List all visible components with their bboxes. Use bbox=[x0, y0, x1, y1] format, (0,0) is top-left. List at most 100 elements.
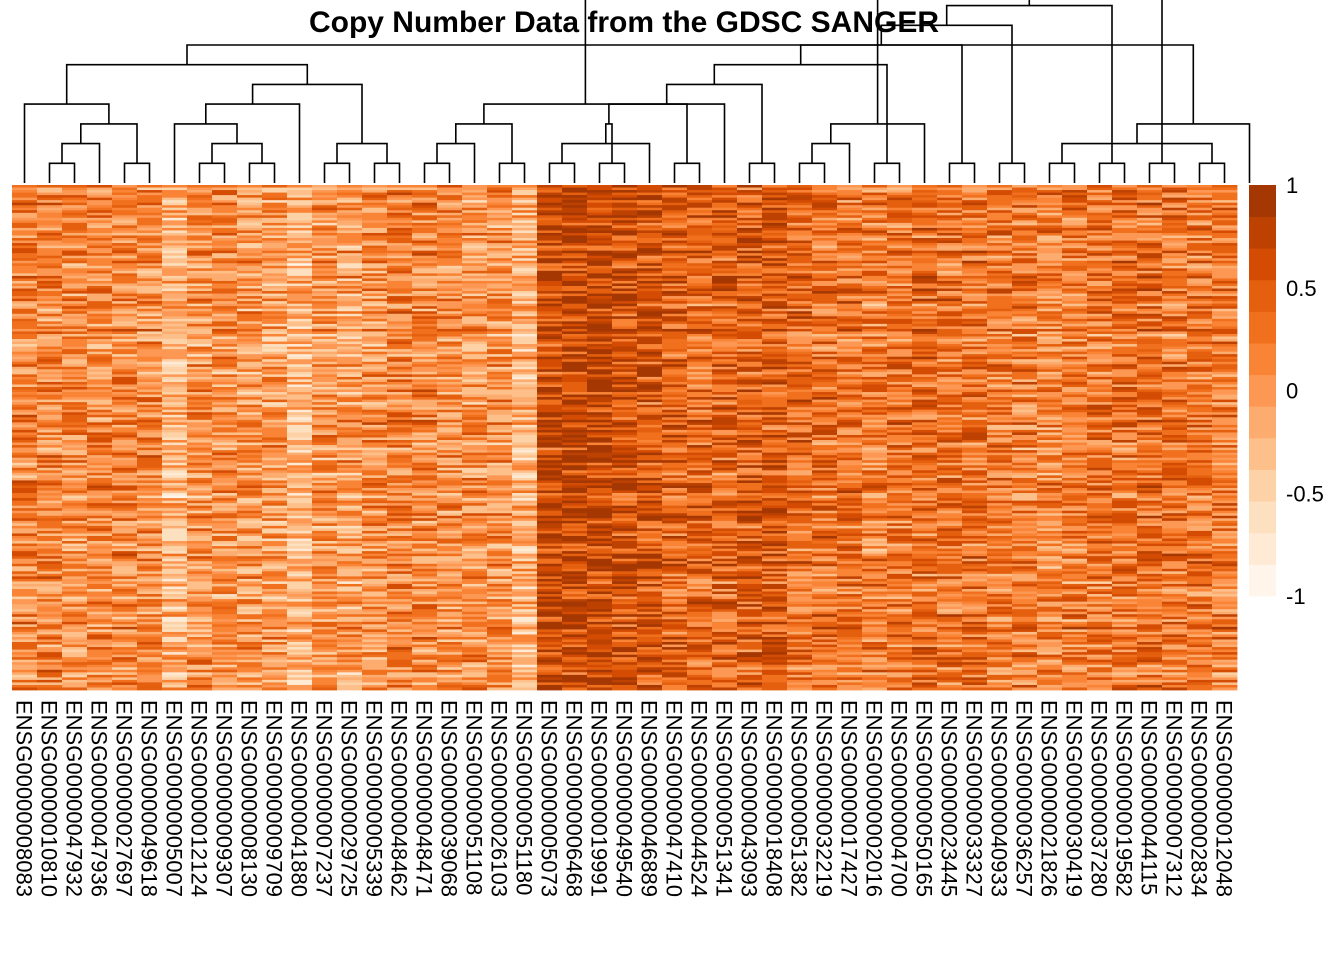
heatmap-cell bbox=[537, 215, 563, 219]
heatmap-cell bbox=[237, 591, 263, 595]
heatmap-cell bbox=[12, 344, 38, 347]
heatmap-cell bbox=[412, 275, 438, 279]
heatmap-cell bbox=[287, 429, 313, 433]
heatmap-cell bbox=[162, 248, 188, 252]
heatmap-cell bbox=[137, 490, 163, 494]
heatmap-cell bbox=[162, 407, 188, 411]
heatmap-cell bbox=[37, 311, 63, 315]
heatmap-cell bbox=[537, 482, 563, 486]
heatmap-cell bbox=[312, 207, 338, 211]
heatmap-cell bbox=[362, 210, 388, 214]
heatmap-cell bbox=[187, 306, 213, 310]
heatmap-cell bbox=[587, 561, 613, 565]
heatmap-cell bbox=[437, 273, 463, 277]
heatmap-cell bbox=[562, 664, 588, 668]
heatmap-cell bbox=[112, 495, 138, 499]
heatmap-cell bbox=[537, 558, 563, 562]
heatmap-cell bbox=[362, 553, 388, 557]
heatmap-cell bbox=[87, 392, 113, 395]
heatmap-cell bbox=[512, 601, 538, 605]
heatmap-cell bbox=[62, 379, 88, 383]
heatmap-cell bbox=[537, 275, 563, 279]
heatmap-cell bbox=[287, 195, 313, 199]
heatmap-cell bbox=[262, 614, 288, 618]
heatmap-cell bbox=[537, 530, 563, 534]
heatmap-cell bbox=[537, 551, 563, 555]
heatmap-cell bbox=[87, 417, 113, 421]
heatmap-cell bbox=[587, 243, 613, 246]
heatmap-cell bbox=[462, 566, 488, 570]
heatmap-cell bbox=[62, 187, 88, 191]
heatmap-cell bbox=[62, 311, 88, 315]
heatmap-cell bbox=[287, 440, 313, 443]
heatmap-cell bbox=[37, 624, 63, 628]
heatmap-cell bbox=[237, 520, 263, 524]
heatmap-cell bbox=[587, 624, 613, 628]
heatmap-cell bbox=[512, 298, 538, 302]
heatmap-cell bbox=[587, 268, 613, 272]
heatmap-cell bbox=[87, 356, 113, 360]
heatmap-cell bbox=[562, 566, 588, 570]
heatmap-cell bbox=[37, 488, 63, 491]
heatmap-cell bbox=[162, 185, 188, 188]
heatmap-cell bbox=[312, 286, 338, 289]
heatmap-cell bbox=[612, 578, 638, 582]
heatmap-cell bbox=[112, 195, 138, 199]
heatmap-cell bbox=[437, 465, 463, 469]
heatmap-cell bbox=[237, 657, 263, 661]
heatmap-cell bbox=[187, 503, 213, 507]
heatmap-cell bbox=[462, 404, 488, 408]
heatmap-cell bbox=[337, 235, 363, 239]
heatmap-cell bbox=[262, 248, 288, 252]
heatmap-cell bbox=[312, 318, 338, 322]
heatmap-cell bbox=[587, 232, 613, 236]
heatmap-cell bbox=[37, 601, 63, 605]
heatmap-cell bbox=[37, 308, 63, 312]
heatmap-cell bbox=[587, 586, 613, 590]
heatmap-cell bbox=[587, 515, 613, 519]
heatmap-cell bbox=[287, 232, 313, 236]
heatmap-cell bbox=[262, 450, 288, 454]
heatmap-cell bbox=[612, 450, 638, 454]
heatmap-cell bbox=[562, 563, 588, 567]
heatmap-cell bbox=[412, 477, 438, 481]
heatmap-cell bbox=[262, 212, 288, 216]
heatmap-cell bbox=[537, 407, 563, 411]
heatmap-cell bbox=[562, 583, 588, 587]
heatmap-cell bbox=[12, 599, 38, 603]
heatmap-cell bbox=[62, 447, 88, 451]
heatmap-cell bbox=[362, 412, 388, 416]
heatmap-cell bbox=[612, 323, 638, 327]
heatmap-cell bbox=[562, 397, 588, 401]
heatmap-cell bbox=[487, 265, 513, 269]
heatmap-cell bbox=[262, 442, 288, 446]
heatmap-cell bbox=[237, 631, 263, 635]
heatmap-cell bbox=[612, 351, 638, 355]
heatmap-cell bbox=[612, 462, 638, 466]
heatmap-cell bbox=[312, 301, 338, 305]
heatmap-cell bbox=[212, 417, 238, 421]
heatmap-cell bbox=[612, 490, 638, 494]
heatmap-cell bbox=[462, 503, 488, 507]
heatmap-cell bbox=[537, 316, 563, 320]
heatmap-cell bbox=[437, 389, 463, 393]
heatmap-cell bbox=[387, 243, 413, 246]
heatmap-cell bbox=[37, 220, 63, 224]
heatmap-cell bbox=[387, 518, 413, 522]
heatmap-cell bbox=[612, 197, 638, 201]
heatmap-cell bbox=[162, 467, 188, 471]
heatmap-cell bbox=[387, 601, 413, 605]
heatmap-cell bbox=[462, 480, 488, 484]
heatmap-cell bbox=[462, 508, 488, 512]
heatmap-cell bbox=[362, 465, 388, 469]
heatmap-cell bbox=[62, 258, 88, 262]
heatmap-cell bbox=[212, 611, 238, 615]
heatmap-cell bbox=[137, 215, 163, 219]
heatmap-cell bbox=[587, 667, 613, 671]
heatmap-cell bbox=[162, 275, 188, 279]
heatmap-cell bbox=[537, 568, 563, 572]
heatmap-cell bbox=[537, 687, 563, 691]
heatmap-cell bbox=[412, 606, 438, 610]
heatmap-cell bbox=[412, 525, 438, 529]
heatmap-cell bbox=[537, 333, 563, 337]
